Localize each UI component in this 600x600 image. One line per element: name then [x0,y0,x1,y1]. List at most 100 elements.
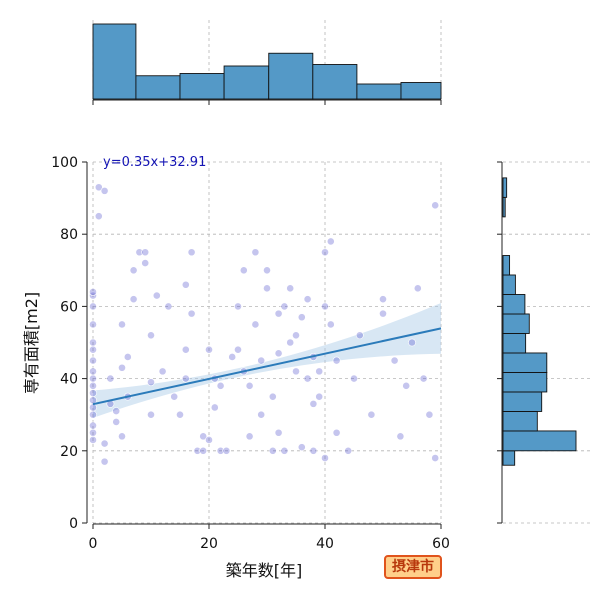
right-histogram-bar [502,411,538,432]
data-point [274,349,283,358]
data-point [187,309,196,318]
data-point [292,367,300,376]
data-point [89,345,97,354]
data-point [234,345,242,354]
data-point [193,446,202,455]
right-histogram-bar [502,274,516,295]
right-histogram [497,161,590,524]
data-point [251,320,260,329]
data-point [100,439,109,448]
data-point [326,237,335,246]
right-histogram-bar [502,177,508,198]
data-point [303,374,312,383]
data-point [413,284,422,293]
data-point [205,436,213,444]
data-point [245,432,254,441]
data-point [286,338,295,347]
data-point [216,446,225,455]
data-point [147,378,155,387]
data-point [332,356,341,365]
top-histogram-bar [135,75,181,100]
right-histogram-bar [502,313,530,334]
data-point [274,428,283,437]
data-point [187,248,196,257]
x-axis-label: 築年数[年] [226,561,303,580]
x-tick-label: 40 [316,536,334,552]
data-point [297,313,306,322]
data-point [245,381,254,390]
data-point [257,410,266,419]
confidence-band [93,302,441,418]
data-point [181,374,190,383]
data-point [89,428,97,437]
data-point [297,443,306,452]
data-point [112,418,121,426]
data-point [94,212,103,221]
top-histogram-bar [356,83,402,100]
data-point [431,454,440,462]
right-histogram-bar [502,450,516,466]
data-point [425,410,434,419]
y-tick-label: 40 [60,372,78,388]
data-point [100,457,109,466]
data-point [147,331,155,340]
data-point [100,186,109,195]
city-badge: 摂津市 [384,555,442,579]
data-point [355,331,364,340]
right-histogram-bar [502,391,543,412]
y-axis-label: 専有面積[m2] [22,292,41,394]
data-point [390,356,399,365]
data-point [431,201,440,210]
data-point [89,320,97,329]
data-point [106,374,115,383]
data-point [321,302,329,311]
y-tick-label: 0 [69,516,78,532]
data-point [181,280,190,289]
data-point [234,302,242,311]
data-point [89,356,97,365]
y-tick-label: 20 [60,444,78,460]
data-point [89,302,97,311]
data-point [402,381,411,390]
data-point [408,338,416,347]
right-histogram-bar [502,255,511,276]
data-point [280,446,289,455]
data-point [89,374,97,383]
right-histogram-bar [502,352,548,373]
y-tick-label: 80 [60,227,78,243]
data-point [199,432,208,441]
data-point [89,403,97,412]
top-histogram-bar [223,65,270,100]
top-histogram-bar [179,73,225,100]
right-histogram-bar [502,372,548,393]
y-tick-label: 60 [60,299,78,315]
data-point [158,367,167,376]
top-histogram-bar [400,82,442,100]
right-histogram-bar [502,430,577,452]
data-point [280,302,289,311]
data-point [315,367,324,376]
data-point [89,367,97,376]
main-grid [92,161,442,524]
scatter-panel: 0 20 40 60 0 20 40 60 80 100 y=0.35x+32.91 築年数[年]… [22,155,450,580]
top-histogram-bar [268,52,314,100]
data-point [268,446,277,455]
data-point [396,432,405,441]
data-point [205,345,213,354]
data-point [274,309,283,318]
data-point [89,389,97,397]
data-point [315,392,324,401]
data-point [176,410,184,419]
x-tick-label: 0 [89,536,98,552]
data-point [321,248,329,257]
data-point [89,410,97,419]
top-histogram-bar [312,64,358,100]
data-point [286,284,295,293]
data-point [170,392,179,401]
data-point [379,295,387,304]
data-point [332,428,341,437]
top-histogram [92,20,442,105]
data-point [309,446,318,455]
right-histogram-bar [502,196,506,218]
